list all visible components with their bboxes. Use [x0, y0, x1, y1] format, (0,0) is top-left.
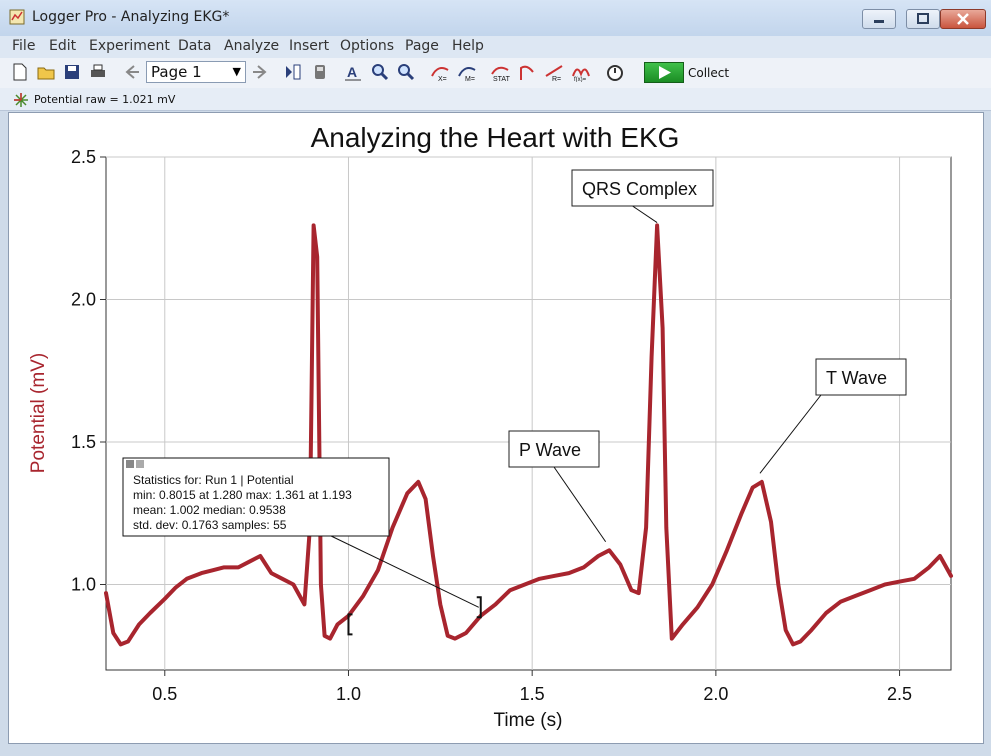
annotation-leader-line [632, 205, 658, 223]
x-axis-label: Time (s) [494, 710, 563, 731]
annotation-leader-line [759, 394, 822, 474]
annotation-leader-line [553, 466, 607, 543]
y-tick-label: 1.5 [71, 432, 96, 452]
logger-pro-app-icon [9, 9, 25, 25]
maximize-button[interactable] [906, 9, 940, 29]
ekg-chart[interactable]: Analyzing the Heart with EKG 0.5 1.0 1.5 2.… [9, 113, 983, 743]
menu-analyze[interactable]: Analyze [224, 38, 280, 54]
annotation-box[interactable] [571, 169, 714, 207]
tangent-icon[interactable]: M= [457, 62, 477, 82]
plot-area[interactable] [105, 156, 952, 671]
graph-window: Analyzing the Heart with EKG 0.5 1.0 1.5 2.… [8, 112, 984, 744]
statistics-box-frame [122, 457, 390, 537]
statistics-close-icon[interactable] [126, 460, 134, 468]
x-tick-label: 0.5 [152, 684, 177, 704]
collect-label[interactable]: Collect [688, 66, 730, 80]
svg-text:f(x)=: f(x)= [574, 77, 587, 82]
sensor-star-icon [14, 93, 28, 107]
menu-page[interactable]: Page [405, 38, 439, 54]
play-icon [659, 66, 671, 79]
statistics-leader-line [328, 534, 479, 608]
curve-fit-icon[interactable]: f(x)= [571, 62, 591, 82]
statistics-stddev-samples: std. dev: 0.1763 samples: 55 [133, 518, 287, 532]
x-tick-label: 2.5 [887, 684, 912, 704]
table-toggle-icon[interactable] [283, 62, 303, 82]
zoom-out-icon[interactable] [396, 62, 416, 82]
x-tick-label: 2.0 [703, 684, 728, 704]
svg-text:R=: R= [552, 76, 561, 82]
annotation-box[interactable] [508, 430, 600, 468]
bottom-border [0, 744, 991, 756]
collect-button[interactable] [644, 62, 684, 83]
y-axis-label: Potential (mV) [28, 353, 49, 473]
svg-text:X=: X= [438, 76, 447, 82]
menu-data[interactable]: Data [178, 38, 212, 54]
chevron-down-icon: ▼ [232, 65, 241, 78]
toolbar: Page 1 ▼ A X= M= STAT R= f(x)= [0, 58, 991, 89]
svg-text:STAT: STAT [493, 76, 510, 82]
menu-help[interactable]: Help [452, 38, 484, 54]
statistics-mean-median: mean: 1.002 median: 0.9538 [133, 503, 286, 517]
integral-icon[interactable] [517, 62, 537, 82]
close-icon [957, 13, 969, 25]
menu-options[interactable]: Options [340, 38, 395, 54]
previous-page-icon[interactable] [122, 62, 142, 82]
statistics-options-icon[interactable] [136, 460, 144, 468]
linear-fit-icon[interactable]: R= [544, 62, 564, 82]
axis-ticks: 0.5 1.0 1.5 2.0 2.5 1.0 1.5 2.0 2.5 [71, 147, 912, 704]
menu-experiment[interactable]: Experiment [89, 38, 170, 54]
menu-insert[interactable]: Insert [289, 38, 330, 54]
minimize-icon [874, 20, 884, 23]
svg-text:A: A [347, 64, 357, 80]
menu-bar: File Edit Experiment Data Analyze Insert… [0, 36, 991, 58]
y-tick-label: 2.0 [71, 290, 96, 310]
annotation-box[interactable] [815, 358, 907, 396]
menu-edit[interactable]: Edit [49, 38, 77, 54]
new-file-icon[interactable] [10, 62, 30, 82]
examine-icon[interactable]: X= [430, 62, 450, 82]
chart-title: Analyzing the Heart with EKG [311, 122, 680, 153]
window-title: Logger Pro - Analyzing EKG* [32, 9, 230, 25]
statistics-icon[interactable]: STAT [490, 62, 510, 82]
statistics-min-max: min: 0.8015 at 1.280 max: 1.361 at 1.193 [133, 488, 352, 502]
potential-series-line[interactable] [104, 223, 953, 647]
page-select[interactable]: Page 1 ▼ [146, 61, 246, 83]
svg-text:M=: M= [465, 76, 475, 82]
zoom-in-icon[interactable] [370, 62, 390, 82]
sensor-status-row [0, 88, 991, 111]
annotations: QRS Complex T Wave P Wave [508, 169, 907, 543]
y-tick-label: 1.0 [71, 575, 96, 595]
minimize-button[interactable] [862, 9, 896, 29]
y-tick-label: 2.5 [71, 147, 96, 167]
autoscale-icon[interactable]: A [343, 62, 363, 82]
print-icon[interactable] [88, 62, 108, 82]
sensor-readout: Potential raw = 1.021 mV [34, 93, 176, 106]
page-select-value: Page 1 [151, 63, 202, 81]
x-tick-label: 1.5 [520, 684, 545, 704]
open-folder-icon[interactable] [36, 62, 56, 82]
annotation-label: T Wave [826, 368, 887, 388]
stopwatch-icon[interactable] [605, 62, 625, 82]
menu-file[interactable]: File [12, 38, 36, 54]
x-tick-label: 1.0 [336, 684, 361, 704]
maximize-icon [917, 13, 929, 24]
statistics-box[interactable]: Statistics for: Run 1 | Potential min: 0… [122, 457, 479, 608]
statistics-title: Statistics for: Run 1 | Potential [133, 473, 294, 487]
lab-interface-icon[interactable] [310, 62, 330, 82]
range-end-bracket[interactable] [476, 596, 482, 619]
close-button[interactable] [940, 9, 986, 29]
annotation-label: QRS Complex [582, 179, 697, 199]
annotation-label: P Wave [519, 440, 581, 460]
range-start-bracket[interactable] [347, 613, 353, 636]
save-icon[interactable] [62, 62, 82, 82]
next-page-icon[interactable] [250, 62, 270, 82]
